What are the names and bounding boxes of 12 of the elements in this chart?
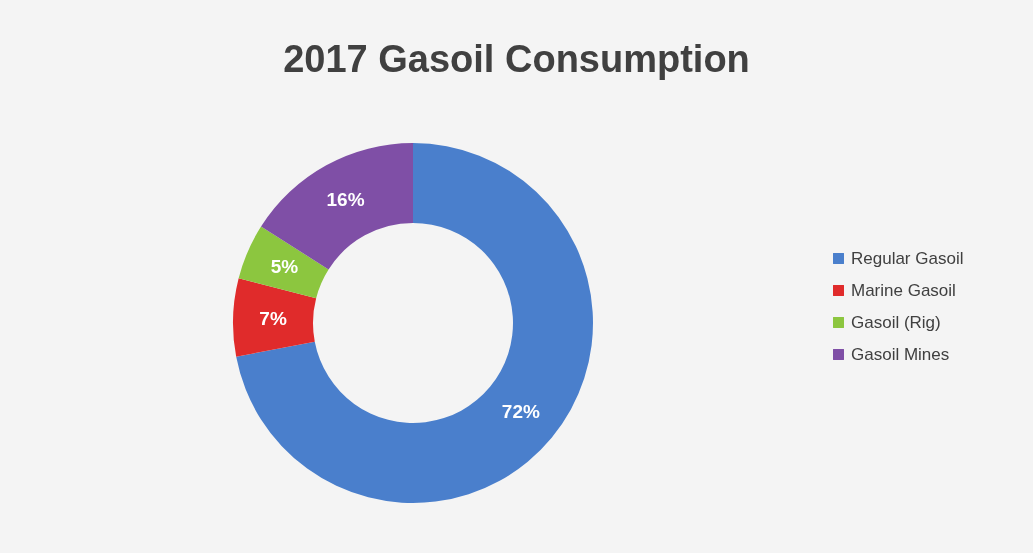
legend-label: Gasoil Mines	[851, 344, 950, 364]
legend-label: Marine Gasoil	[851, 280, 956, 300]
data-label: 7%	[259, 307, 287, 329]
chart-title: 2017 Gasoil Consumption	[283, 38, 750, 80]
data-label: 72%	[501, 401, 540, 423]
data-label: 5%	[270, 256, 299, 278]
donut-slice	[238, 226, 329, 299]
legend-label: Regular Gasoil	[851, 248, 964, 268]
legend-label: Gasoil (Rig)	[851, 312, 941, 332]
donut-slice	[236, 143, 593, 503]
donut-slice	[233, 278, 317, 357]
data-label: 16%	[326, 189, 365, 211]
